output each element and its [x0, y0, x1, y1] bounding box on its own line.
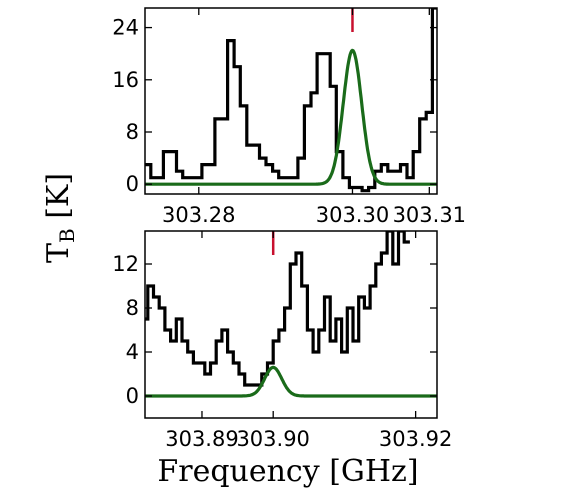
x-axis-title: Frequency [GHz] — [157, 454, 418, 489]
spectrum-step-line — [145, 8, 437, 193]
x-tick-label: 303.30 — [316, 203, 389, 227]
y-axis-title: TB [K] — [41, 173, 79, 263]
x-tick-label: 303.89 — [165, 427, 238, 451]
gaussian-fit-line — [145, 48, 437, 186]
y-tick-label: 4 — [126, 340, 139, 364]
y-tick-label: 0 — [126, 172, 139, 196]
spectrum-step-line — [145, 231, 410, 387]
y-tick-label: 8 — [126, 296, 139, 320]
x-tick-label: 303.28 — [162, 203, 235, 227]
y-tick-label: 24 — [112, 16, 139, 40]
plot-frame — [144, 230, 438, 419]
y-axis-unit: [K] — [41, 173, 76, 228]
y-axis-symbol: T — [41, 243, 76, 263]
plot-frame — [144, 7, 438, 195]
x-tick-label: 303.90 — [236, 427, 309, 451]
y-tick-label: 8 — [126, 120, 139, 144]
x-tick-label: 303.92 — [379, 427, 452, 451]
y-tick-label: 0 — [126, 384, 139, 408]
top-spectrum-panel: 303.28 303.30 303.31 0 8 16 24 — [112, 7, 466, 227]
gaussian-fit-line — [145, 365, 437, 398]
y-tick-label: 16 — [112, 68, 139, 92]
y-axis-subscript: B — [55, 228, 79, 243]
x-tick-label: 303.31 — [393, 203, 466, 227]
y-tick-label: 12 — [112, 252, 139, 276]
